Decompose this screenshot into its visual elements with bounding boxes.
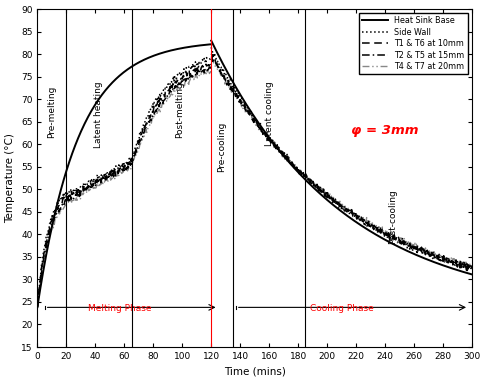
Text: Latent cooling: Latent cooling — [264, 81, 274, 146]
Text: Melting Phase: Melting Phase — [88, 304, 152, 313]
Text: Cooling Phase: Cooling Phase — [310, 304, 373, 313]
Text: Post-cooling: Post-cooling — [388, 189, 397, 244]
X-axis label: Time (mins): Time (mins) — [224, 366, 286, 376]
Text: Post-melting: Post-melting — [175, 81, 184, 138]
Text: φ = 3mm: φ = 3mm — [351, 124, 419, 137]
Text: Pre-cooling: Pre-cooling — [217, 122, 226, 172]
Text: Latent heating: Latent heating — [94, 81, 103, 148]
Legend: Heat Sink Base, Side Wall, T1 & T6 at 10mm, T2 & T5 at 15mm, T4 & T7 at 20mm: Heat Sink Base, Side Wall, T1 & T6 at 10… — [359, 13, 468, 74]
Y-axis label: Temperature (°C): Temperature (°C) — [5, 133, 16, 223]
Text: Pre-melting: Pre-melting — [48, 86, 56, 138]
